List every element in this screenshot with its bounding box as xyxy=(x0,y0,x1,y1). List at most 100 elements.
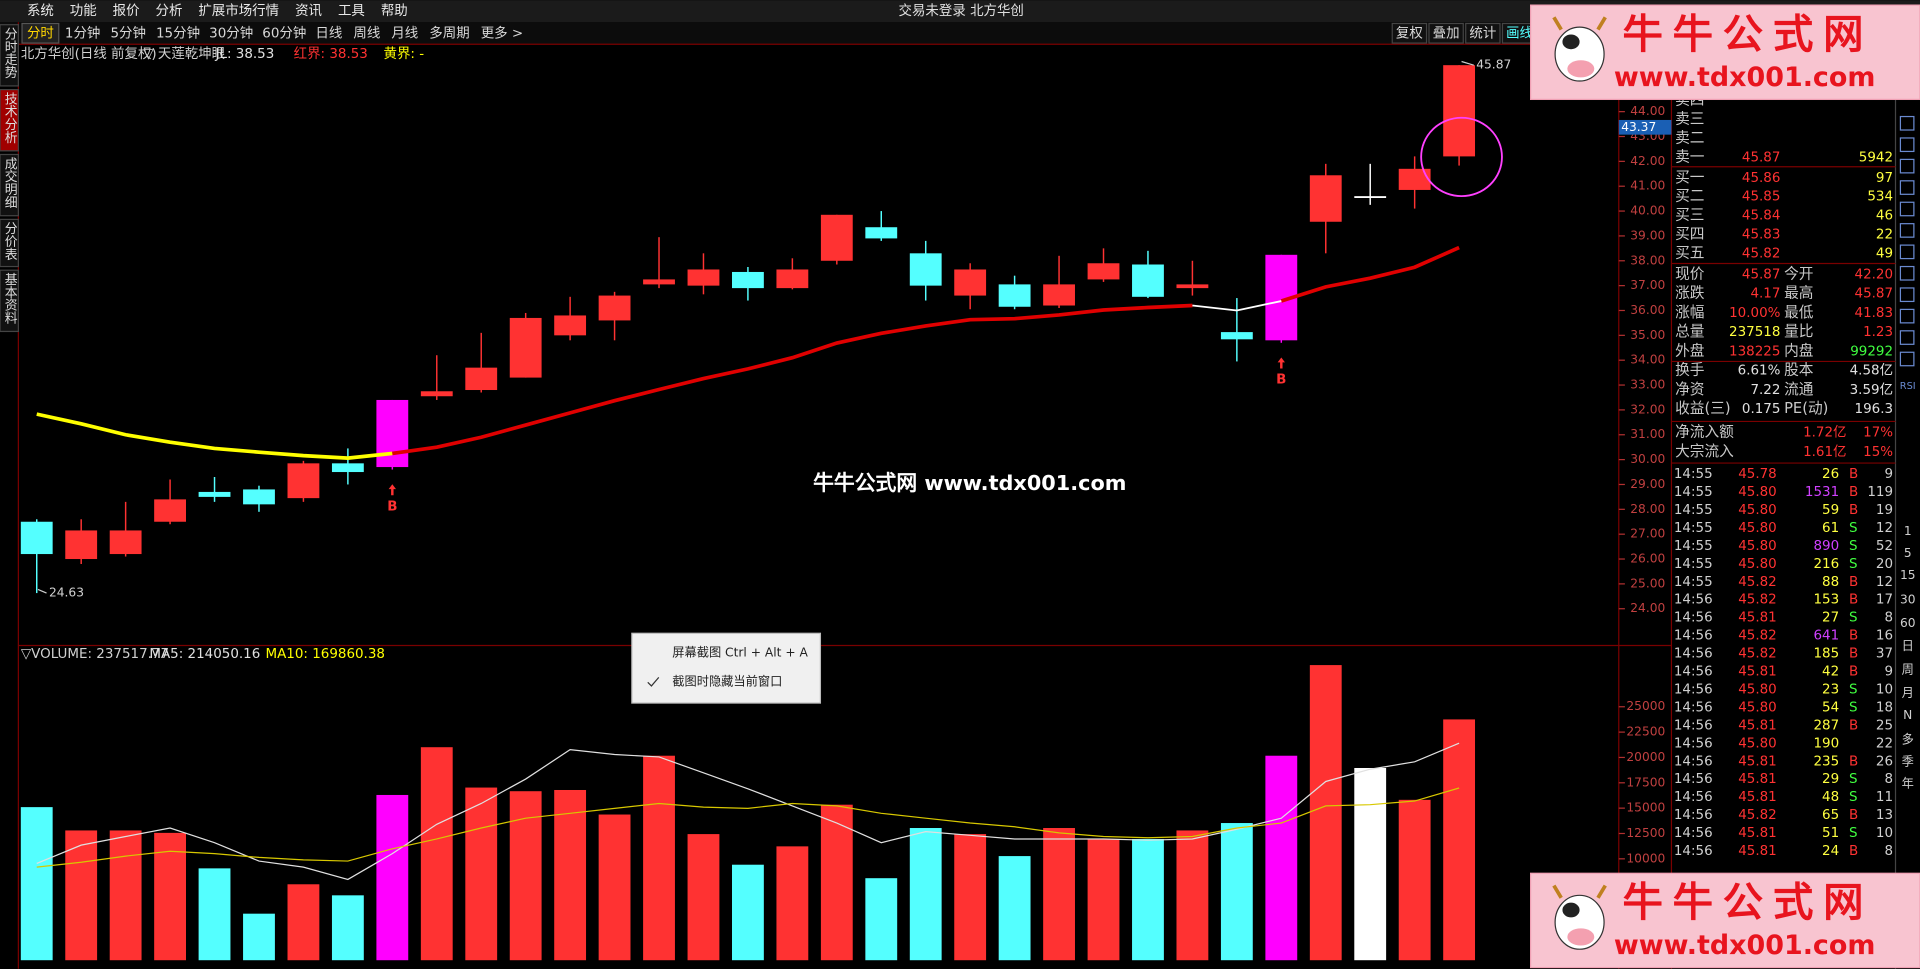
signal-label: B xyxy=(387,499,397,514)
volume-bar xyxy=(509,791,542,961)
candle-body xyxy=(198,491,231,497)
label-pointer xyxy=(1461,60,1474,66)
icon-label[interactable]: 1 xyxy=(1904,524,1912,538)
period-tab[interactable]: 更多 > xyxy=(481,24,523,41)
icon-label[interactable]: 周 xyxy=(1902,663,1914,677)
tool-tab[interactable]: 统计 xyxy=(1469,25,1496,41)
stat-value: 3.59亿 xyxy=(1850,382,1893,398)
volume-bar xyxy=(643,755,675,961)
menu-item[interactable]: 功能 xyxy=(70,3,97,19)
quote-volume: 22 xyxy=(1876,228,1893,243)
icon-label[interactable]: 季 xyxy=(1902,754,1914,768)
trade-volume: 23 xyxy=(1822,683,1839,698)
menu-item[interactable]: 资讯 xyxy=(295,3,322,19)
period-tab[interactable]: 多周期 xyxy=(429,24,469,41)
icon-label[interactable]: 30 xyxy=(1900,593,1916,607)
trade-time: 14:55 xyxy=(1674,521,1713,536)
candle-body xyxy=(331,463,364,473)
period-tab[interactable]: 15分钟 xyxy=(156,24,200,41)
icon-label[interactable]: 5 xyxy=(1904,546,1912,560)
tool-icon[interactable] xyxy=(1899,201,1915,217)
period-tab[interactable]: 1分钟 xyxy=(65,24,100,41)
trade-side: B xyxy=(1849,665,1858,680)
tool-icon[interactable] xyxy=(1899,137,1915,153)
trade-count: 9 xyxy=(1884,665,1893,680)
y-tick-label: 31.00 xyxy=(1630,427,1665,441)
menu-item[interactable]: 屏幕截图 Ctrl + Alt + A xyxy=(672,645,808,659)
trade-side: S xyxy=(1849,539,1858,554)
menu-item[interactable]: 报价 xyxy=(113,3,140,19)
y-tick-label: 32.00 xyxy=(1630,402,1665,416)
tool-tab[interactable]: 画线 xyxy=(1506,25,1533,41)
menu-item[interactable]: 工具 xyxy=(338,4,365,19)
tool-icon[interactable] xyxy=(1899,330,1915,345)
tool-icon[interactable] xyxy=(1899,308,1915,324)
tool-tab[interactable]: 叠加 xyxy=(1433,25,1460,41)
candle-body xyxy=(554,315,587,336)
menu-item[interactable]: 扩展市场行情 xyxy=(198,2,279,19)
volume-bar xyxy=(909,828,942,961)
cow-nose xyxy=(1567,928,1595,946)
period-tab[interactable]: 月线 xyxy=(391,25,418,41)
period-tab[interactable]: 30分钟 xyxy=(209,24,253,41)
trade-volume: 59 xyxy=(1822,503,1839,518)
trade-time: 14:56 xyxy=(1674,754,1713,769)
stat-label: 收益(三) xyxy=(1675,400,1731,417)
volume-bar xyxy=(65,830,98,961)
tool-tab[interactable]: 复权 xyxy=(1396,24,1423,41)
period-tab[interactable]: 日线 xyxy=(315,25,342,41)
icon-label[interactable]: 60 xyxy=(1900,616,1916,630)
tool-icon[interactable] xyxy=(1899,287,1915,303)
tool-icon[interactable] xyxy=(1899,244,1915,260)
stat-label: 内盘 xyxy=(1784,341,1814,359)
trade-time: 14:56 xyxy=(1674,844,1713,859)
icon-label[interactable]: 月 xyxy=(1902,686,1914,700)
tool-icon[interactable] xyxy=(1899,158,1915,174)
menu-item[interactable]: 截图时隐藏当前窗口 xyxy=(672,674,782,689)
side-tab[interactable]: 基本资料 xyxy=(2,273,17,325)
trade-price: 45.80 xyxy=(1738,539,1777,554)
period-tab[interactable]: 60分钟 xyxy=(262,24,306,41)
side-tab[interactable]: 成交明细 xyxy=(2,157,17,209)
candle-body xyxy=(776,269,809,289)
cow-nose xyxy=(1567,60,1595,78)
cursor-value: 43.37 xyxy=(1621,120,1656,134)
stat-value: 4.58亿 xyxy=(1850,363,1893,379)
menu-item[interactable]: 分析 xyxy=(156,3,183,19)
trade-time: 14:56 xyxy=(1674,700,1713,715)
trade-side: S xyxy=(1849,521,1858,536)
trade-volume: 27 xyxy=(1822,611,1839,626)
icon-label[interactable]: 年 xyxy=(1902,776,1914,790)
side-tab[interactable]: 分时走势 xyxy=(2,27,17,80)
volume-bar xyxy=(554,789,587,961)
tool-icon[interactable] xyxy=(1899,351,1915,367)
side-tab[interactable]: 分价表 xyxy=(2,222,17,261)
low-label: 24.63 xyxy=(49,586,84,600)
tool-icon[interactable] xyxy=(1899,223,1915,238)
icon-label[interactable]: 多 xyxy=(1902,732,1914,746)
trade-count: 8 xyxy=(1884,772,1893,787)
trade-count: 19 xyxy=(1876,503,1893,518)
high-label: 45.87 xyxy=(1476,58,1511,72)
icon-label[interactable]: N xyxy=(1903,708,1912,722)
quote-price: 45.85 xyxy=(1742,190,1781,205)
icon-label[interactable]: 15 xyxy=(1900,568,1916,582)
trade-volume: 216 xyxy=(1813,557,1839,572)
flow-pct: 15% xyxy=(1863,445,1893,460)
tool-icon[interactable] xyxy=(1899,115,1915,131)
menu-item[interactable]: 系统 xyxy=(27,3,54,19)
volume-bar xyxy=(109,830,142,961)
period-tab[interactable]: 周线 xyxy=(353,25,380,41)
menu-item[interactable]: 帮助 xyxy=(381,3,408,19)
icon-label[interactable]: RSI xyxy=(1900,381,1916,392)
tool-icon[interactable] xyxy=(1899,180,1915,195)
icon-label[interactable]: 日 xyxy=(1902,639,1914,653)
candle-body xyxy=(865,227,898,239)
stat-label: 换手 xyxy=(1675,362,1704,379)
tool-icon[interactable] xyxy=(1899,265,1915,281)
trade-time: 14:56 xyxy=(1674,665,1713,680)
side-tab[interactable]: 技术分析 xyxy=(2,92,17,144)
period-tab[interactable]: 5分钟 xyxy=(110,24,145,41)
period-tab[interactable]: 分时 xyxy=(27,25,54,41)
